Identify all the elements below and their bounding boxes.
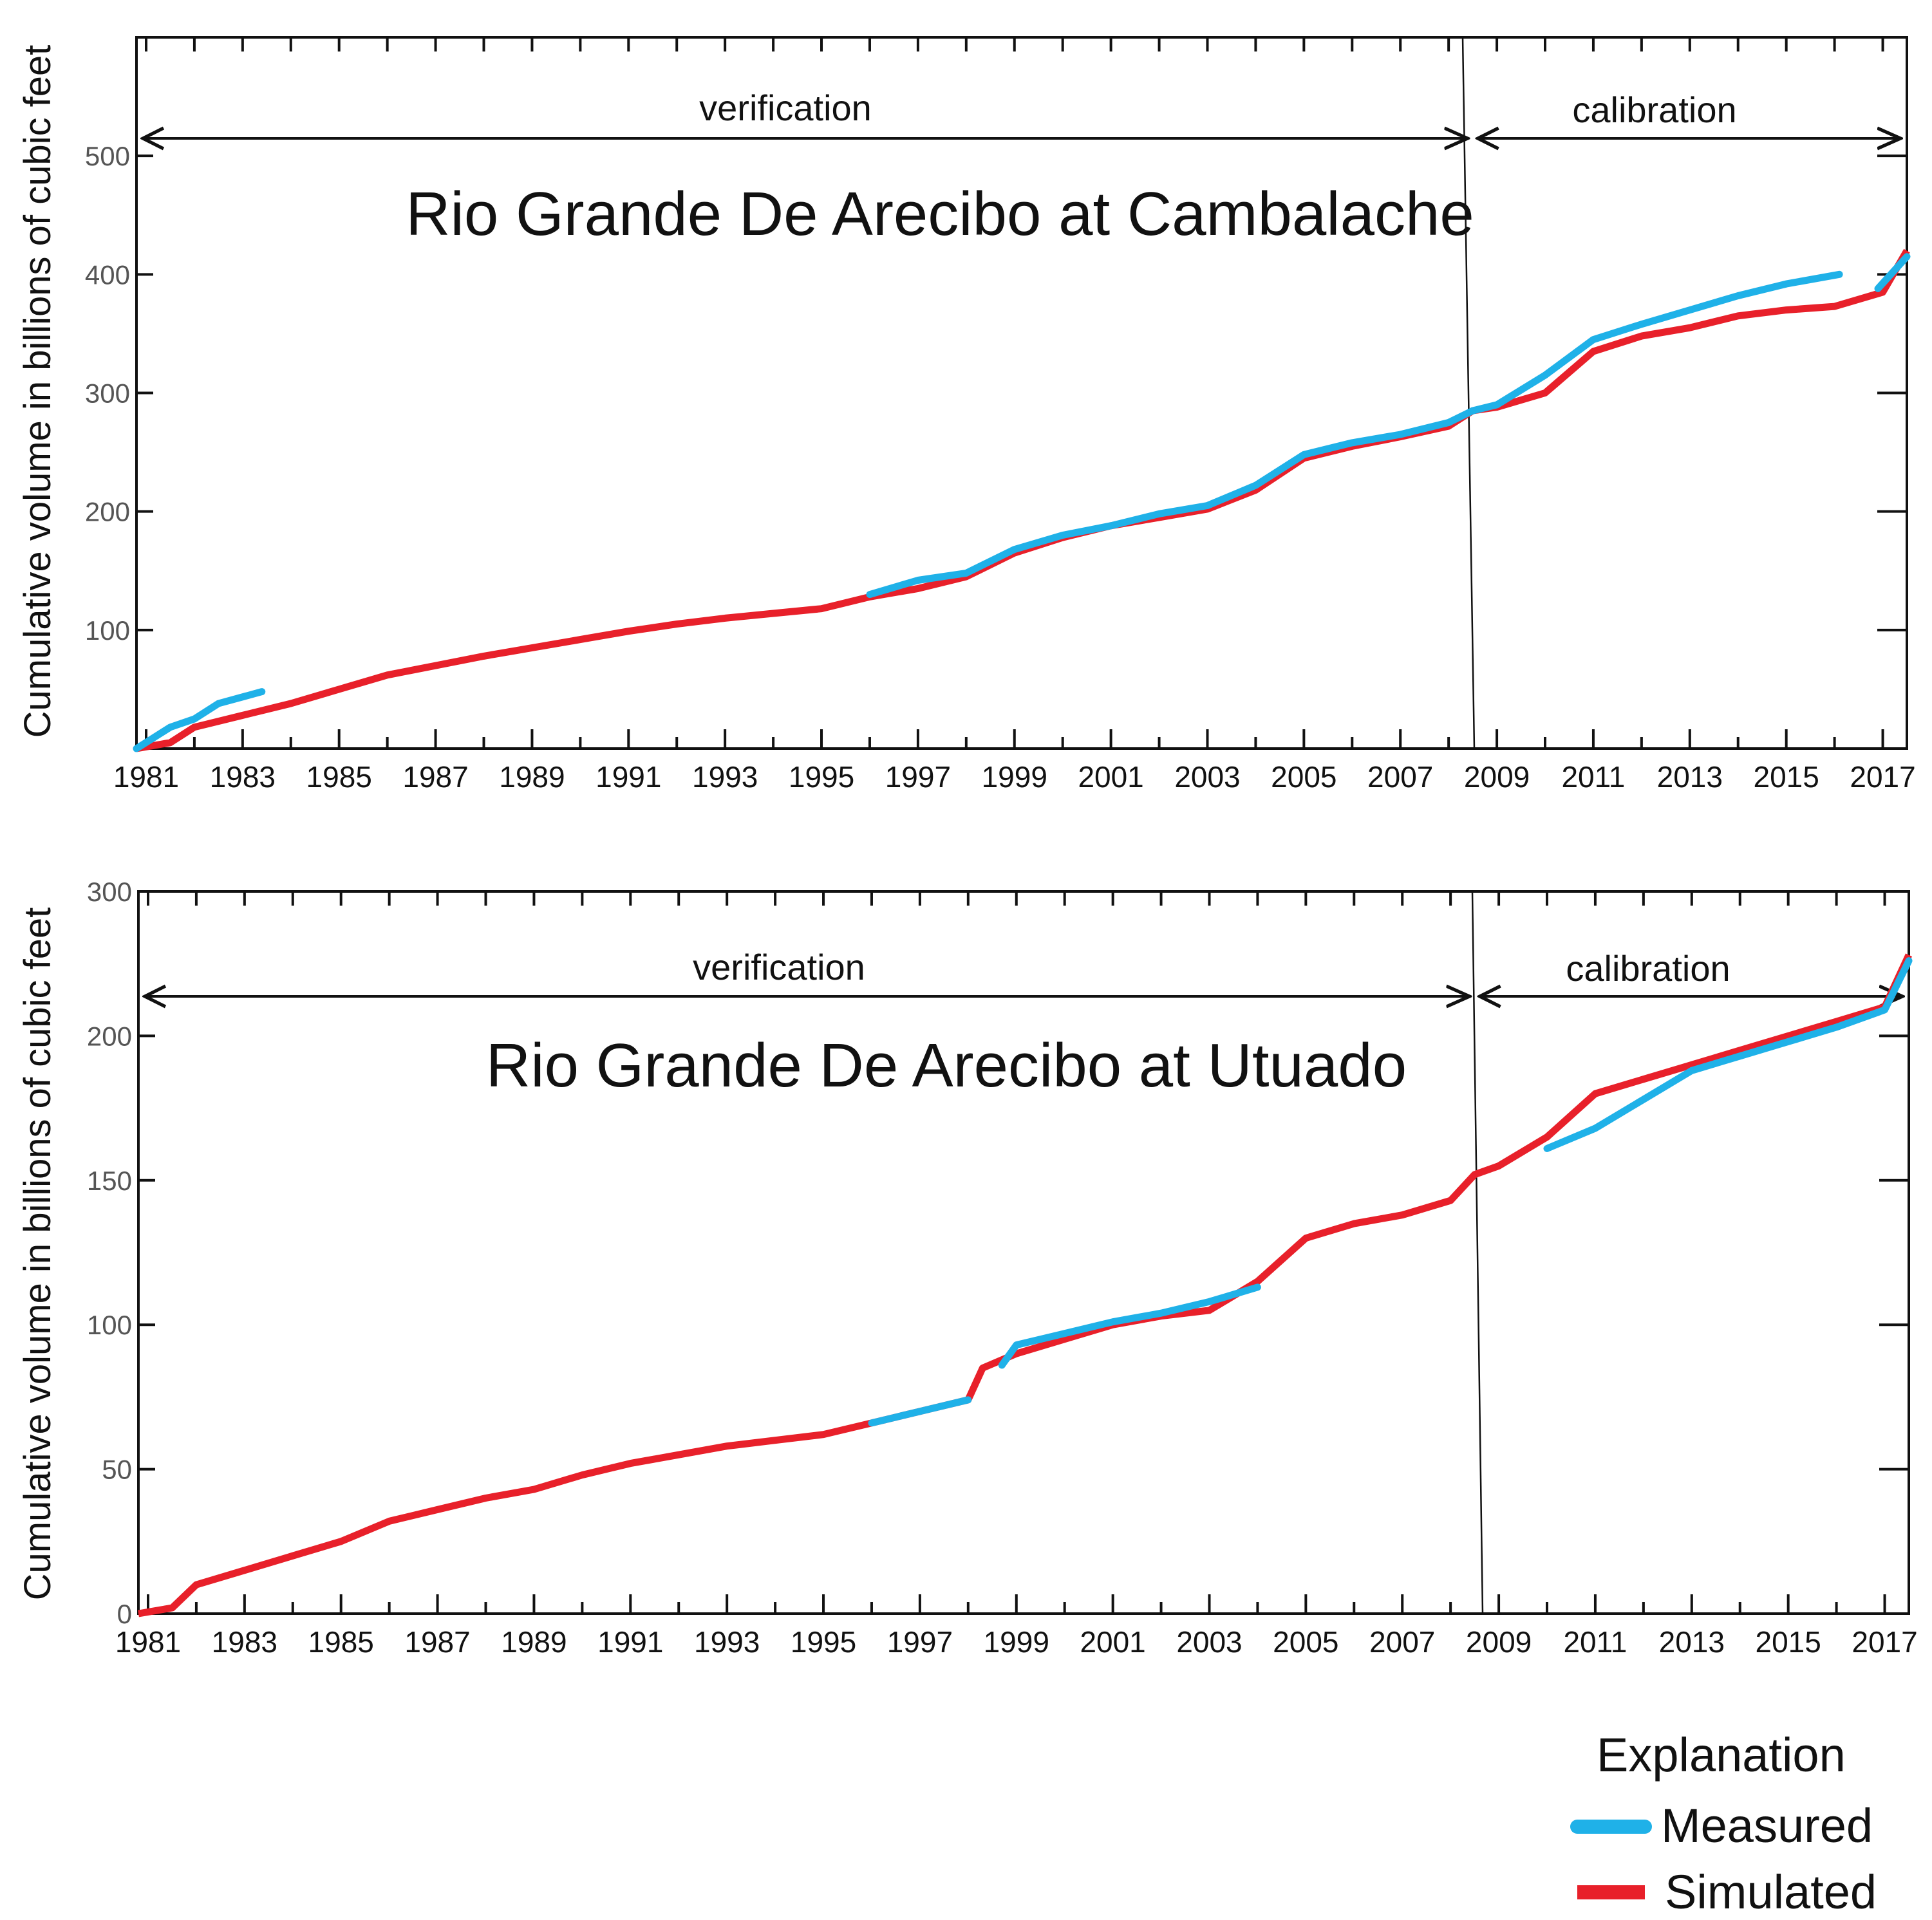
- x-tick-label: 2001: [1080, 1625, 1145, 1659]
- period-split-line: [1471, 891, 1484, 1614]
- y-tick-label: 200: [85, 497, 130, 527]
- series-measured-line: [133, 688, 266, 752]
- y-tick-label: 0: [117, 1599, 132, 1629]
- x-tick-labels: 1981 1983 1985 1987 1989 1991 1993 1995 1997 1999…: [113, 760, 1916, 794]
- y-tick-label: 500: [85, 141, 130, 171]
- x-tick-label: 2011: [1561, 760, 1625, 794]
- x-tick-label: 1999: [984, 1625, 1049, 1659]
- chart-utuado-marks: [137, 890, 1913, 1617]
- x-tick-label: 1989: [501, 1625, 567, 1659]
- x-tick-label: 1989: [499, 760, 565, 794]
- y-tick-label: 400: [85, 259, 130, 290]
- x-tick-label: 1997: [887, 1625, 953, 1659]
- chart-title: Rio Grande De Arecibo at Utuado: [486, 1031, 1407, 1100]
- legend: Explanation Measured Simulated: [1570, 1728, 1877, 1919]
- x-tick-label: 1981: [113, 760, 179, 794]
- chart-utuado: Rio Grande De Arecibo at Utuado verifica…: [17, 877, 1918, 1659]
- chart-cambalache: Rio Grande De Arecibo at Cambalache veri…: [17, 36, 1916, 794]
- series-simulated-line: [138, 953, 1912, 1617]
- series-measured-line: [998, 1283, 1261, 1369]
- legend-label-measured: Measured: [1661, 1799, 1873, 1852]
- x-tick-label: 1999: [982, 760, 1047, 794]
- series-measured-line: [1874, 253, 1911, 292]
- chart-title: Rio Grande De Arecibo at Cambalache: [406, 180, 1474, 248]
- x-tick-label: 2017: [1850, 760, 1915, 794]
- x-tick-label: 2003: [1176, 1625, 1242, 1659]
- plot-frame: [137, 890, 1910, 1615]
- x-tick-label: 1995: [789, 760, 854, 794]
- y-tick-labels: 0 50 100 150 200 300: [87, 877, 132, 1629]
- x-tick-label: 1987: [404, 1625, 470, 1659]
- legend-label-simulated: Simulated: [1665, 1865, 1877, 1919]
- series-measured-line: [1543, 957, 1913, 1152]
- series-measured-line: [866, 270, 1843, 599]
- y-axis-label: Cumulative volume in billions of cubic f…: [17, 45, 59, 738]
- y-tick-label: 300: [87, 877, 132, 907]
- chart-cambalache-marks: [133, 36, 1911, 752]
- x-tick-label: 1991: [596, 760, 661, 794]
- x-tick-label: 1997: [885, 760, 951, 794]
- y-tick-label: 150: [87, 1166, 132, 1196]
- x-tick-label: 2001: [1078, 760, 1143, 794]
- x-tick-label: 1985: [306, 760, 372, 794]
- y-axis-label: Cumulative volume in billions of cubic f…: [17, 908, 59, 1601]
- x-tick-label: 1983: [212, 1625, 277, 1659]
- x-tick-label: 2007: [1367, 760, 1433, 794]
- y-tick-labels: 100 200 300 400 500: [85, 141, 130, 646]
- x-tick-label: 2015: [1755, 1625, 1821, 1659]
- x-tick-label: 2005: [1271, 760, 1336, 794]
- series-measured-line: [868, 1396, 972, 1427]
- x-tick-label: 2009: [1464, 760, 1530, 794]
- x-tick-label: 2011: [1563, 1625, 1627, 1659]
- x-tick-label: 2009: [1466, 1625, 1532, 1659]
- x-tick-label: 1983: [210, 760, 276, 794]
- y-tick-label: 100: [87, 1310, 132, 1340]
- y-tick-label: 100: [85, 615, 130, 646]
- plot-frame: [135, 36, 1908, 750]
- y-tick-label: 200: [87, 1021, 132, 1051]
- x-tick-label: 1993: [692, 760, 758, 794]
- x-tick-label: 1991: [597, 1625, 663, 1659]
- x-tick-label: 2013: [1657, 760, 1723, 794]
- x-tick-label: 1987: [402, 760, 468, 794]
- x-tick-labels: 1981 1983 1985 1987 1989 1991 1993 1995 1997 1999…: [115, 1625, 1918, 1659]
- x-tick-label: 2007: [1369, 1625, 1435, 1659]
- period-label-calibration: calibration: [1572, 89, 1736, 130]
- y-tick-label: 50: [102, 1455, 132, 1485]
- period-label-verification: verification: [699, 88, 872, 128]
- y-tick-label: 300: [85, 378, 130, 409]
- x-tick-label: 2005: [1273, 1625, 1338, 1659]
- x-tick-label: 1981: [115, 1625, 181, 1659]
- x-tick-label: 2013: [1659, 1625, 1725, 1659]
- x-tick-label: 1993: [694, 1625, 760, 1659]
- period-label-calibration: calibration: [1566, 948, 1730, 989]
- legend-title: Explanation: [1597, 1728, 1846, 1782]
- period-split-line: [1461, 37, 1476, 749]
- x-tick-label: 2003: [1174, 760, 1240, 794]
- x-tick-label: 2015: [1753, 760, 1819, 794]
- x-tick-label: 1985: [308, 1625, 374, 1659]
- period-label-verification: verification: [693, 947, 865, 987]
- x-tick-label: 2017: [1852, 1625, 1917, 1659]
- x-tick-label: 1995: [791, 1625, 856, 1659]
